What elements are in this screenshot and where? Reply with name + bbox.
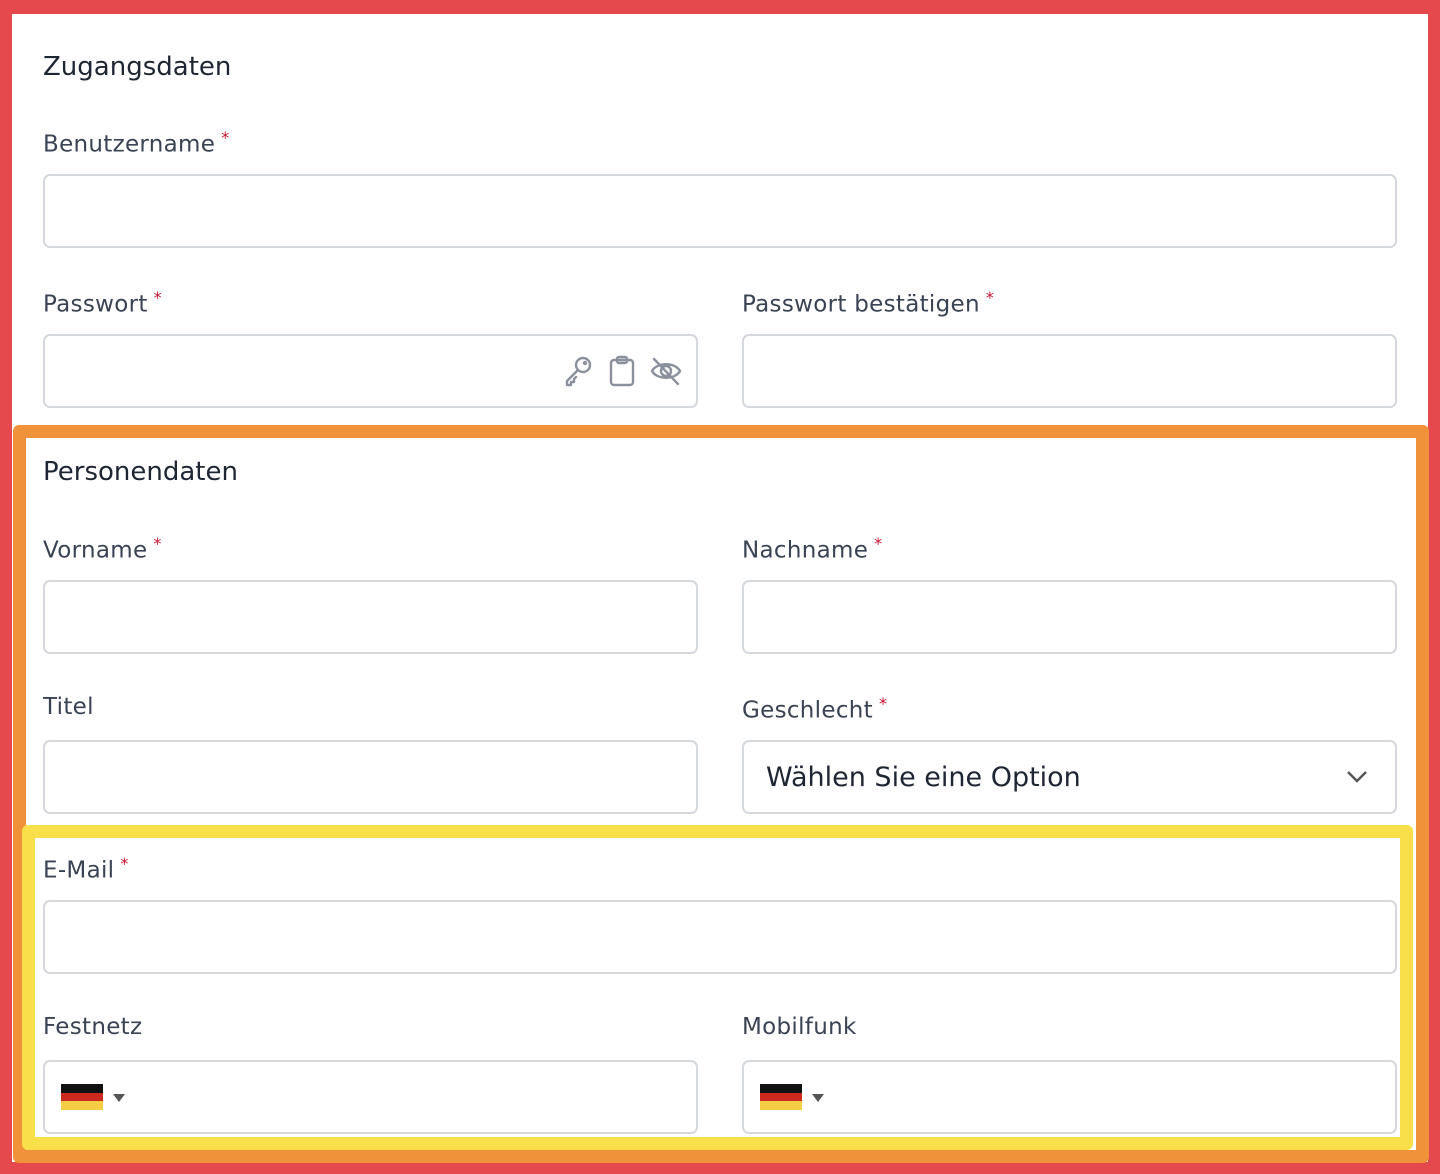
mobile-input[interactable] bbox=[742, 1060, 1397, 1134]
key-icon[interactable] bbox=[562, 354, 594, 388]
title-label: Titel bbox=[43, 694, 94, 720]
title-input[interactable] bbox=[43, 740, 698, 814]
email-label: E-Mail * bbox=[43, 854, 129, 884]
caret-down-icon[interactable] bbox=[113, 1094, 125, 1102]
first-name-input[interactable] bbox=[43, 580, 698, 654]
landline-label: Festnetz bbox=[43, 1014, 143, 1040]
password-input[interactable] bbox=[43, 334, 698, 408]
section-title-person: Personendaten bbox=[43, 457, 238, 487]
clipboard-icon[interactable] bbox=[606, 354, 638, 388]
username-input[interactable] bbox=[43, 174, 1397, 248]
caret-down-icon[interactable] bbox=[812, 1094, 824, 1102]
gender-selected-value: Wählen Sie eine Option bbox=[766, 762, 1081, 793]
section-title-access: Zugangsdaten bbox=[43, 52, 232, 82]
germany-flag-icon[interactable] bbox=[760, 1084, 802, 1111]
last-name-input[interactable] bbox=[742, 580, 1397, 654]
username-label: Benutzername * bbox=[43, 128, 230, 158]
password-confirm-label: Passwort bestätigen * bbox=[742, 288, 995, 318]
eye-off-icon[interactable] bbox=[650, 354, 682, 388]
first-name-label: Vorname * bbox=[43, 534, 162, 564]
germany-flag-icon[interactable] bbox=[61, 1084, 103, 1111]
chevron-down-icon bbox=[1347, 771, 1367, 783]
mobile-label: Mobilfunk bbox=[742, 1014, 857, 1040]
email-input[interactable] bbox=[43, 900, 1397, 974]
last-name-label: Nachname * bbox=[742, 534, 883, 564]
gender-select[interactable]: Wählen Sie eine Option bbox=[742, 740, 1397, 814]
gender-label: Geschlecht * bbox=[742, 694, 888, 724]
landline-input[interactable] bbox=[43, 1060, 698, 1134]
password-confirm-input[interactable] bbox=[742, 334, 1397, 408]
password-label: Passwort * bbox=[43, 288, 162, 318]
